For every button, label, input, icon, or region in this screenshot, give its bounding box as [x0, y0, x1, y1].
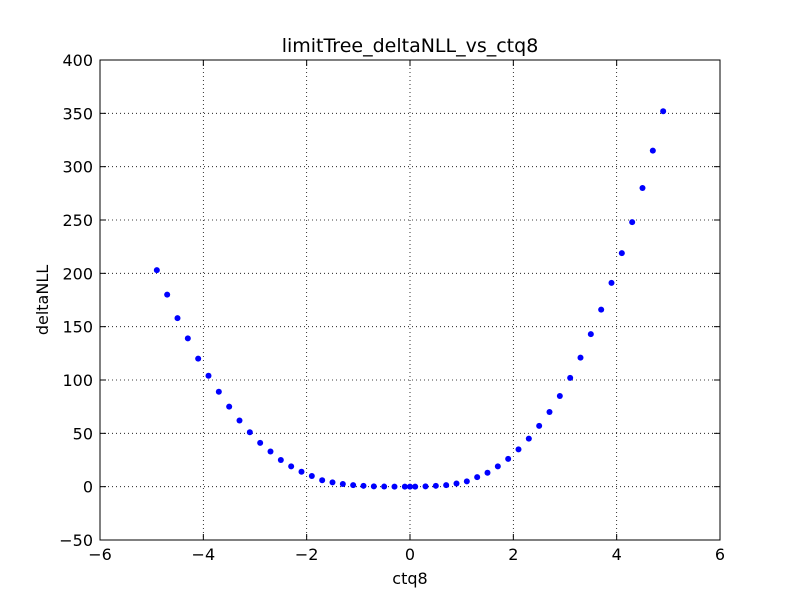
- data-point: [391, 483, 398, 490]
- y-tick-label: 100: [62, 371, 93, 390]
- x-tick-label: 2: [508, 545, 518, 564]
- data-point: [629, 219, 636, 226]
- data-point: [267, 448, 274, 455]
- data-point: [525, 435, 532, 442]
- data-point: [484, 469, 491, 476]
- chart-title: limitTree_deltaNLL_vs_ctq8: [282, 35, 539, 57]
- y-tick-label: 150: [62, 318, 93, 337]
- data-point: [184, 335, 191, 342]
- y-axis-label: deltaNLL: [33, 265, 52, 335]
- data-point: [407, 483, 413, 490]
- data-point: [164, 291, 171, 298]
- data-point: [257, 439, 264, 446]
- data-point: [319, 477, 326, 484]
- data-point: [412, 483, 419, 490]
- data-point: [453, 480, 460, 487]
- data-point: [618, 250, 625, 257]
- y-tick-label: 400: [62, 51, 93, 70]
- gridlines: [100, 60, 720, 540]
- data-point: [350, 482, 357, 489]
- y-tick-label: 350: [62, 104, 93, 123]
- data-point: [308, 473, 315, 479]
- data-point: [422, 483, 429, 490]
- x-tick-label: −6: [88, 545, 112, 564]
- data-point: [370, 483, 377, 490]
- data-point: [660, 108, 667, 115]
- y-tick-label: 250: [62, 211, 93, 230]
- data-point: [608, 279, 615, 286]
- data-point: [536, 422, 543, 429]
- data-point: [205, 372, 212, 379]
- data-point: [567, 374, 574, 381]
- x-tick-label: 0: [405, 545, 415, 564]
- y-tick-label: −50: [59, 531, 93, 550]
- data-point: [515, 446, 522, 453]
- axis-ticks: −6 −4 −2 0 2 4 6 −50 0 50 100 150 200 250 300 350 400: [59, 51, 725, 564]
- data-point: [215, 388, 222, 395]
- data-point: [174, 315, 181, 322]
- data-point: [649, 147, 656, 154]
- data-points: [153, 108, 667, 490]
- x-axis-label: ctq8: [392, 569, 427, 588]
- data-point: [288, 463, 295, 470]
- x-tick-label: −2: [295, 545, 319, 564]
- data-point: [339, 481, 346, 487]
- x-tick-label: 4: [612, 545, 622, 564]
- y-tick-label: 0: [83, 478, 93, 497]
- data-point: [432, 482, 439, 489]
- data-point: [587, 331, 594, 338]
- data-point: [246, 429, 253, 436]
- x-tick-label: 6: [715, 545, 725, 564]
- data-point: [226, 403, 233, 410]
- x-tick-label: −4: [192, 545, 216, 564]
- data-point: [598, 306, 605, 313]
- data-point: [298, 468, 305, 475]
- y-tick-label: 50: [73, 424, 93, 443]
- data-point: [277, 457, 284, 463]
- data-point: [546, 409, 553, 415]
- data-point: [443, 482, 450, 489]
- data-point: [505, 455, 512, 462]
- data-point: [463, 478, 470, 485]
- data-point: [556, 393, 563, 399]
- y-tick-label: 200: [62, 264, 93, 283]
- data-point: [153, 267, 160, 274]
- data-point: [329, 479, 336, 486]
- data-point: [401, 483, 408, 490]
- data-point: [236, 417, 243, 424]
- data-point: [195, 355, 202, 362]
- data-point: [474, 474, 481, 481]
- y-tick-label: 300: [62, 158, 93, 177]
- data-point: [381, 483, 388, 490]
- data-point: [639, 185, 646, 191]
- data-point: [494, 463, 501, 470]
- data-point: [577, 354, 584, 361]
- data-point: [360, 482, 367, 489]
